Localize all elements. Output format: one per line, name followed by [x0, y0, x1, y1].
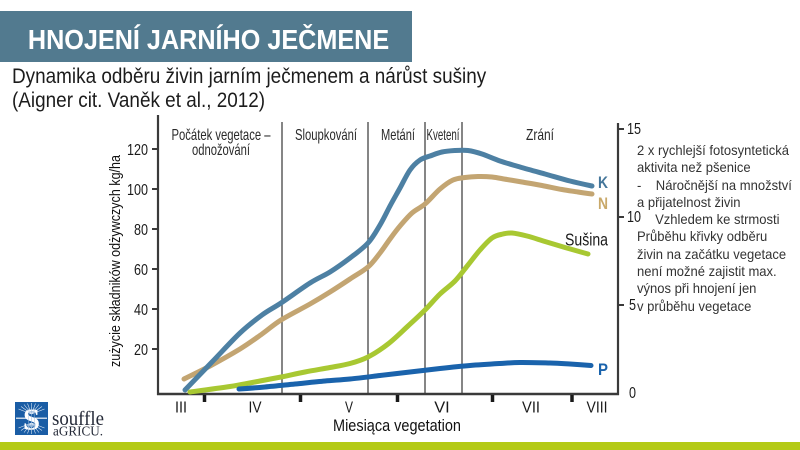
svg-text:VII: VII	[522, 400, 540, 417]
svg-text:odnožování: odnožování	[192, 142, 250, 159]
svg-text:P: P	[598, 360, 608, 379]
svg-text:100: 100	[127, 182, 148, 199]
svg-text:V: V	[345, 400, 353, 417]
svg-text:Miesiąca vegetation: Miesiąca vegetation	[333, 416, 461, 435]
svg-text:10: 10	[627, 209, 641, 226]
svg-text:III: III	[175, 400, 187, 417]
svg-text:5: 5	[629, 297, 636, 314]
svg-text:Počátek vegetace –: Počátek vegetace –	[172, 127, 271, 144]
svg-text:15: 15	[627, 121, 641, 138]
svg-text:Zrání: Zrání	[526, 127, 554, 144]
svg-text:K: K	[598, 173, 609, 192]
svg-text:Sloupkování: Sloupkování	[295, 127, 357, 144]
svg-text:Kvetení: Kvetení	[427, 127, 460, 144]
svg-text:VI: VI	[434, 400, 450, 417]
svg-text:VIII: VIII	[587, 400, 608, 417]
svg-text:80: 80	[134, 222, 148, 239]
svg-text:20: 20	[134, 342, 148, 359]
svg-text:40: 40	[134, 302, 148, 319]
svg-text:Metání: Metání	[381, 127, 415, 144]
svg-text:IV: IV	[249, 400, 262, 417]
svg-text:Sušina: Sušina	[565, 230, 608, 250]
svg-text:N: N	[598, 194, 608, 213]
svg-text:0: 0	[629, 385, 636, 402]
svg-text:souffle: souffle	[52, 408, 104, 430]
svg-text:60: 60	[134, 262, 148, 279]
svg-text:aGRICU.: aGRICU.	[53, 425, 103, 439]
svg-text:zużycie składników odżywczych: zużycie składników odżywczych kg/ha	[107, 154, 124, 367]
svg-text:120: 120	[127, 142, 148, 159]
